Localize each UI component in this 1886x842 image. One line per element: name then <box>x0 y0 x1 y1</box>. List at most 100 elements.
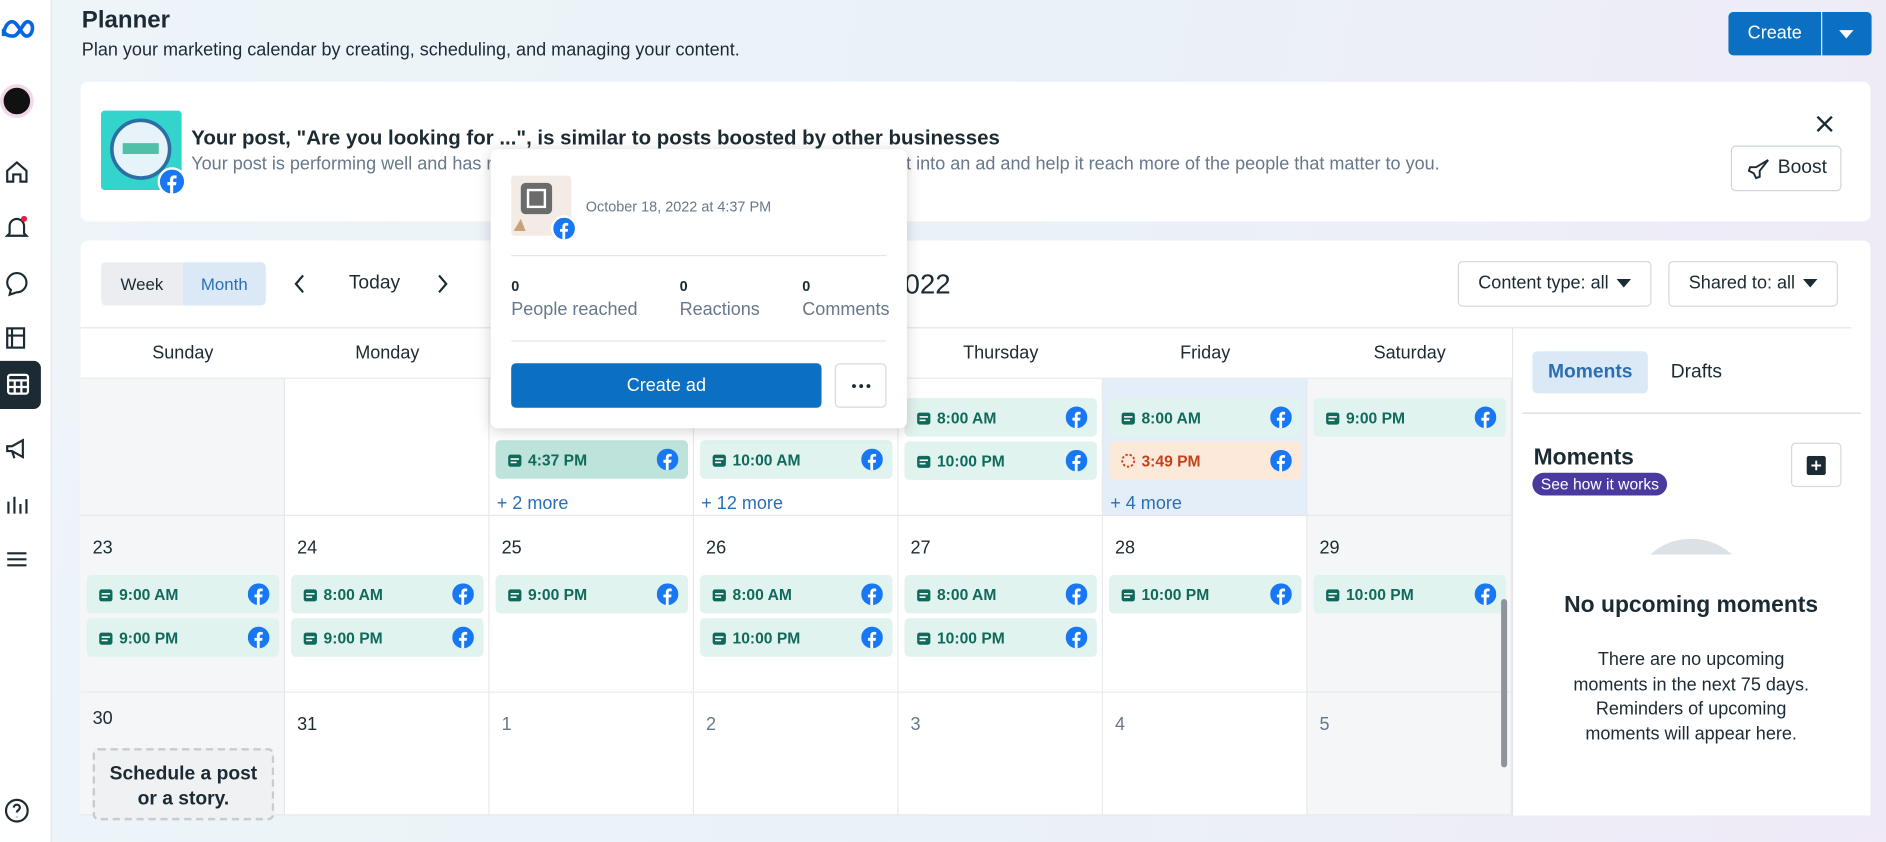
month-toggle[interactable]: Month <box>182 262 266 306</box>
post-pill[interactable]: 10:00 PM <box>1108 574 1302 614</box>
boost-button[interactable]: Boost <box>1730 145 1842 192</box>
icon-part <box>663 588 672 606</box>
icon-part <box>508 589 522 602</box>
post-pill[interactable]: 9:00 PM <box>86 618 280 657</box>
icon-part <box>1065 449 1088 472</box>
icon-part <box>510 461 517 464</box>
week-toggle[interactable]: Week <box>101 262 183 306</box>
icon-part <box>1325 587 1340 609</box>
banner-fb-badge <box>157 167 187 197</box>
date-number: 29 <box>1319 537 1340 559</box>
nav-planner-active[interactable] <box>0 360 41 409</box>
post-pill[interactable]: 3:49 PM <box>1108 441 1302 480</box>
see-how-link[interactable]: See how it works <box>1532 472 1668 496</box>
icon-part <box>1328 596 1335 598</box>
stat-value: 0 <box>679 277 688 295</box>
icon-part <box>294 274 304 293</box>
create-ad-button[interactable]: Create ad <box>511 363 822 408</box>
day-cell[interactable] <box>1102 692 1308 816</box>
create-button[interactable]: Create <box>1728 12 1822 56</box>
icon-part <box>101 592 111 595</box>
next-button[interactable] <box>435 274 449 299</box>
post-pill[interactable]: 9:00 PM <box>1313 398 1506 437</box>
day-cell[interactable] <box>489 692 695 816</box>
icon-part <box>1121 412 1135 425</box>
post-time: 10:00 PM <box>936 452 1005 471</box>
post-pill[interactable]: 8:00 AM <box>1108 398 1302 437</box>
stat-label: Comments <box>802 299 890 320</box>
post-pill[interactable]: 9:00 AM <box>86 574 280 614</box>
post-pill[interactable]: 10:00 PM <box>1313 574 1506 614</box>
day-cell[interactable] <box>694 692 899 816</box>
post-pill[interactable]: 8:00 AM <box>700 574 893 614</box>
icon-part <box>513 182 553 231</box>
post-pill[interactable]: 8:00 AM <box>904 398 1097 437</box>
stat-value: 0 <box>802 277 811 295</box>
icon-part <box>1474 406 1497 429</box>
month-title: 022 <box>904 268 951 300</box>
nav-icon[interactable] <box>2 434 31 469</box>
icon-part <box>167 175 177 194</box>
empty-text: There are no upcoming moments in the nex… <box>1573 649 1809 745</box>
date-number: 25 <box>501 537 522 559</box>
content-type-filter[interactable]: Content type: all <box>1457 261 1652 307</box>
add-moment-button[interactable] <box>1790 442 1842 488</box>
nav-icon[interactable] <box>2 213 31 248</box>
icon-part <box>1065 406 1088 435</box>
post-pill[interactable]: 10:00 PM <box>700 618 893 657</box>
icon-part <box>508 454 522 467</box>
post-pill[interactable]: 8:00 AM <box>904 574 1097 614</box>
today-button[interactable]: Today <box>348 273 401 294</box>
schedule-box[interactable]: Schedule a post or a story. <box>92 748 275 821</box>
post-pill[interactable]: 8:00 AM <box>291 574 484 614</box>
moments-tab[interactable]: Moments <box>1532 351 1649 394</box>
popup-more-button[interactable] <box>834 363 887 408</box>
nav-icon[interactable] <box>2 324 31 359</box>
shared-filter[interactable]: Shared to: all <box>1668 261 1838 307</box>
post-time: 8:00 AM <box>732 585 792 604</box>
icon-part <box>867 453 877 471</box>
more-link[interactable]: + 12 more <box>701 493 783 514</box>
icon-part <box>7 373 30 395</box>
icon-part <box>247 626 270 649</box>
icon-part <box>1474 583 1497 611</box>
post-pill[interactable]: 10:00 PM <box>904 618 1097 657</box>
post-pill[interactable]: 10:00 PM <box>904 441 1097 480</box>
day-cell[interactable] <box>285 692 490 816</box>
post-time: 8:00 AM <box>323 585 383 604</box>
nav-icon[interactable] <box>2 158 31 193</box>
more-link[interactable]: + 4 more <box>1110 493 1182 514</box>
banner-close[interactable] <box>1815 114 1834 139</box>
popup-date: October 18, 2022 at 4:37 PM <box>585 198 772 216</box>
date-number: 24 <box>297 537 318 559</box>
icon-part <box>510 458 520 460</box>
banner-card <box>80 81 1871 222</box>
post-pill[interactable]: 10:00 AM <box>700 440 893 479</box>
icon-part <box>520 182 553 215</box>
prev-button[interactable] <box>292 274 306 299</box>
post-time: 4:37 PM <box>528 451 588 470</box>
more-link[interactable]: + 2 more <box>496 493 569 514</box>
icon-part <box>99 587 113 609</box>
icon-part <box>861 626 883 655</box>
icon-part <box>715 592 724 595</box>
post-pill[interactable]: 9:00 PM <box>291 618 484 657</box>
nav-icon[interactable] <box>2 490 31 525</box>
page-title: Planner <box>81 7 171 34</box>
post-time: 9:00 PM <box>1345 408 1406 427</box>
day-cell[interactable] <box>1307 692 1512 816</box>
icon-part <box>6 438 24 459</box>
icon-part <box>656 583 679 606</box>
day-cell[interactable] <box>285 378 490 517</box>
icon-part <box>1072 588 1081 606</box>
post-pill[interactable]: 9:00 PM <box>495 574 689 614</box>
drafts-tab[interactable]: Drafts <box>1670 362 1723 383</box>
icon-part <box>6 271 28 297</box>
create-dropdown[interactable] <box>1822 12 1872 56</box>
nav-icon[interactable] <box>2 545 31 580</box>
post-pill[interactable]: 4:37 PM <box>495 440 689 479</box>
nav-help[interactable] <box>2 796 31 831</box>
nav-icon[interactable] <box>2 268 31 303</box>
day-cell[interactable] <box>80 378 286 517</box>
day-cell[interactable] <box>898 692 1103 816</box>
